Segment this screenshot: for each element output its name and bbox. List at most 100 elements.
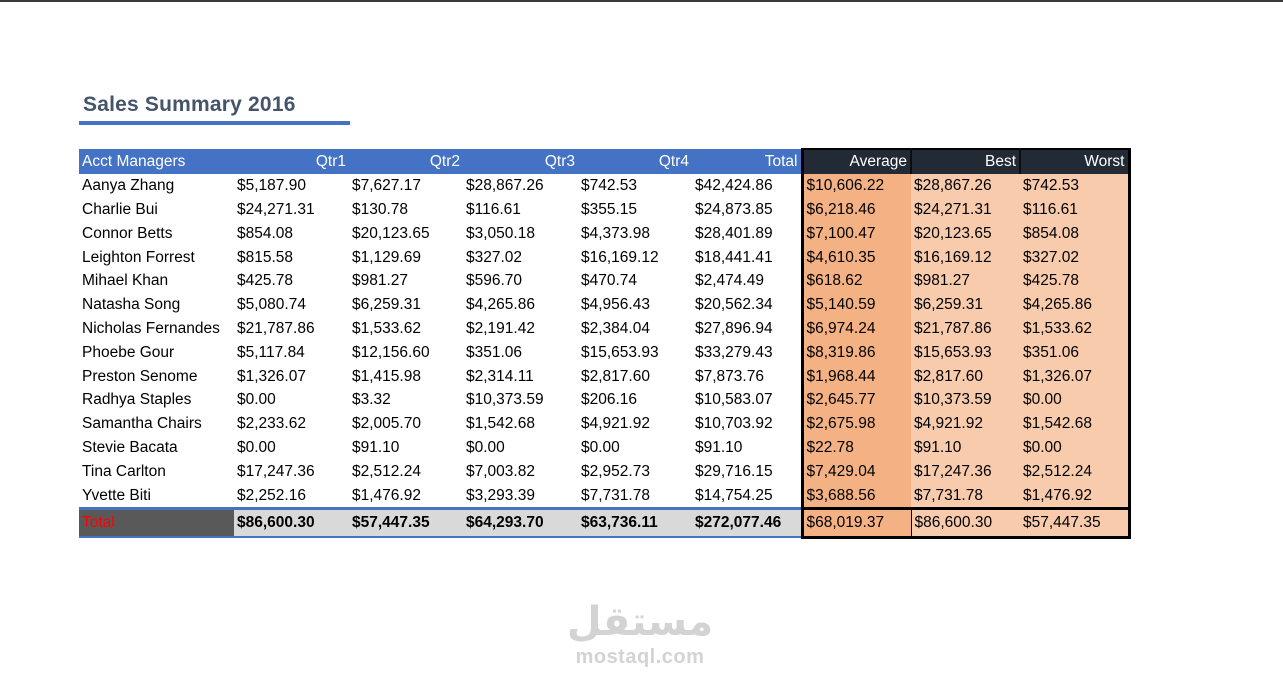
col-header-qtr4[interactable]: Qtr4 xyxy=(578,149,692,174)
cell-qtr3[interactable]: $1,542.68 xyxy=(466,415,535,433)
col-header-total[interactable]: Total xyxy=(692,149,802,174)
cell-best[interactable]: $17,247.36 xyxy=(911,459,1020,484)
cell-total[interactable]: $10,703.92 xyxy=(695,415,773,433)
cell-average[interactable]: $8,319.86 xyxy=(800,340,911,365)
total-worst[interactable]: $57,447.35 xyxy=(1020,506,1131,539)
cell-total[interactable]: $10,583.07 xyxy=(695,391,773,409)
cell-name[interactable]: Samantha Chairs xyxy=(82,415,202,433)
col-header-qtr3[interactable]: Qtr3 xyxy=(463,149,578,174)
cell-average[interactable]: $7,100.47 xyxy=(800,221,911,246)
cell-qtr1[interactable]: $425.78 xyxy=(237,272,294,290)
cell-worst[interactable]: $1,533.62 xyxy=(1020,316,1131,341)
cell-average[interactable]: $2,645.77 xyxy=(800,387,911,412)
cell-qtr1[interactable]: $1,326.07 xyxy=(237,367,306,385)
cell-qtr3[interactable]: $116.61 xyxy=(466,200,521,218)
total-qtr4[interactable]: $63,736.11 xyxy=(578,506,692,539)
cell-qtr1[interactable]: $24,271.31 xyxy=(237,200,315,218)
cell-worst[interactable]: $4,265.86 xyxy=(1020,292,1131,317)
cell-best[interactable]: $16,169.12 xyxy=(911,245,1020,269)
cell-best[interactable]: $24,271.31 xyxy=(911,197,1020,222)
cell-name[interactable]: Aanya Zhang xyxy=(82,177,175,195)
cell-qtr4[interactable]: $15,653.93 xyxy=(581,343,659,361)
cell-total[interactable]: $7,873.76 xyxy=(695,367,764,385)
cell-qtr3[interactable]: $10,373.59 xyxy=(466,391,544,409)
cell-qtr1[interactable]: $854.08 xyxy=(237,224,294,242)
cell-name[interactable]: Yvette Biti xyxy=(82,486,151,504)
col-header-qtr1[interactable]: Qtr1 xyxy=(234,149,349,174)
cell-name[interactable]: Preston Senome xyxy=(82,367,198,385)
cell-best[interactable]: $20,123.65 xyxy=(911,221,1020,246)
cell-qtr4[interactable]: $4,921.92 xyxy=(581,415,650,433)
cell-qtr4[interactable]: $7,731.78 xyxy=(581,486,650,504)
cell-total[interactable]: $18,441.41 xyxy=(695,248,773,266)
cell-total[interactable]: $14,754.25 xyxy=(695,486,773,504)
cell-qtr4[interactable]: $470.74 xyxy=(581,272,638,290)
cell-qtr2[interactable]: $7,627.17 xyxy=(352,177,421,195)
cell-best[interactable]: $91.10 xyxy=(911,435,1020,460)
cell-qtr2[interactable]: $1,533.62 xyxy=(352,319,421,337)
cell-name[interactable]: Stevie Bacata xyxy=(82,438,178,456)
cell-qtr2[interactable]: $981.27 xyxy=(352,272,409,290)
col-header-best[interactable]: Best xyxy=(911,148,1021,174)
cell-average[interactable]: $10,606.22 xyxy=(800,173,911,198)
col-header-managers[interactable]: Acct Managers xyxy=(79,149,234,174)
cell-name[interactable]: Tina Carlton xyxy=(82,462,166,480)
cell-qtr3[interactable]: $3,293.39 xyxy=(466,486,535,504)
cell-name[interactable]: Nicholas Fernandes xyxy=(82,319,220,337)
cell-qtr4[interactable]: $206.16 xyxy=(581,391,638,409)
cell-qtr2[interactable]: $1,415.98 xyxy=(352,367,421,385)
cell-qtr4[interactable]: $2,817.60 xyxy=(581,367,650,385)
total-qtr1[interactable]: $86,600.30 xyxy=(234,506,349,539)
total-average[interactable]: $68,019.37 xyxy=(800,506,911,539)
cell-qtr2[interactable]: $3.32 xyxy=(352,391,391,409)
col-header-qtr2[interactable]: Qtr2 xyxy=(349,149,463,174)
cell-qtr2[interactable]: $130.78 xyxy=(352,200,409,218)
cell-total[interactable]: $42,424.86 xyxy=(695,177,773,195)
cell-name[interactable]: Mihael Khan xyxy=(82,272,169,290)
cell-worst[interactable]: $1,476.92 xyxy=(1020,483,1131,510)
cell-average[interactable]: $6,974.24 xyxy=(800,316,911,341)
total-label[interactable]: Total xyxy=(79,506,234,539)
total-grand[interactable]: $272,077.46 xyxy=(692,506,802,539)
cell-worst[interactable]: $854.08 xyxy=(1020,221,1131,246)
cell-total[interactable]: $20,562.34 xyxy=(695,296,773,314)
cell-name[interactable]: Phoebe Gour xyxy=(82,343,175,361)
cell-total[interactable]: $24,873.85 xyxy=(695,200,773,218)
cell-average[interactable]: $3,688.56 xyxy=(800,483,911,510)
cell-total[interactable]: $27,896.94 xyxy=(695,319,773,337)
cell-qtr4[interactable]: $4,956.43 xyxy=(581,296,650,314)
cell-average[interactable]: $4,610.35 xyxy=(800,245,911,269)
cell-worst[interactable]: $116.61 xyxy=(1020,197,1131,222)
cell-qtr3[interactable]: $3,050.18 xyxy=(466,224,535,242)
cell-average[interactable]: $2,675.98 xyxy=(800,411,911,436)
cell-best[interactable]: $2,817.60 xyxy=(911,364,1020,388)
cell-total[interactable]: $33,279.43 xyxy=(695,343,773,361)
col-header-average[interactable]: Average xyxy=(800,148,912,174)
cell-name[interactable]: Natasha Song xyxy=(82,296,181,314)
cell-qtr3[interactable]: $7,003.82 xyxy=(466,462,535,480)
cell-worst[interactable]: $327.02 xyxy=(1020,245,1131,269)
cell-worst[interactable]: $0.00 xyxy=(1020,387,1131,412)
cell-best[interactable]: $21,787.86 xyxy=(911,316,1020,341)
cell-qtr1[interactable]: $0.00 xyxy=(237,438,276,456)
cell-best[interactable]: $7,731.78 xyxy=(911,483,1020,510)
cell-qtr1[interactable]: $17,247.36 xyxy=(237,462,315,480)
cell-average[interactable]: $22.78 xyxy=(800,435,911,460)
cell-worst[interactable]: $742.53 xyxy=(1020,173,1131,198)
cell-average[interactable]: $618.62 xyxy=(800,268,911,293)
cell-worst[interactable]: $2,512.24 xyxy=(1020,459,1131,484)
cell-worst[interactable]: $425.78 xyxy=(1020,268,1131,293)
cell-best[interactable]: $10,373.59 xyxy=(911,387,1020,412)
cell-qtr4[interactable]: $4,373.98 xyxy=(581,224,650,242)
cell-qtr3[interactable]: $2,314.11 xyxy=(466,367,534,385)
cell-best[interactable]: $15,653.93 xyxy=(911,340,1020,365)
cell-qtr3[interactable]: $28,867.26 xyxy=(466,177,544,195)
cell-worst[interactable]: $351.06 xyxy=(1020,340,1131,365)
cell-total[interactable]: $91.10 xyxy=(695,438,743,456)
cell-qtr3[interactable]: $327.02 xyxy=(466,248,523,266)
total-best[interactable]: $86,600.30 xyxy=(910,506,1020,539)
cell-best[interactable]: $28,867.26 xyxy=(911,173,1020,198)
cell-total[interactable]: $28,401.89 xyxy=(695,224,773,242)
cell-qtr1[interactable]: $5,187.90 xyxy=(237,177,306,195)
cell-qtr1[interactable]: $2,252.16 xyxy=(237,486,306,504)
